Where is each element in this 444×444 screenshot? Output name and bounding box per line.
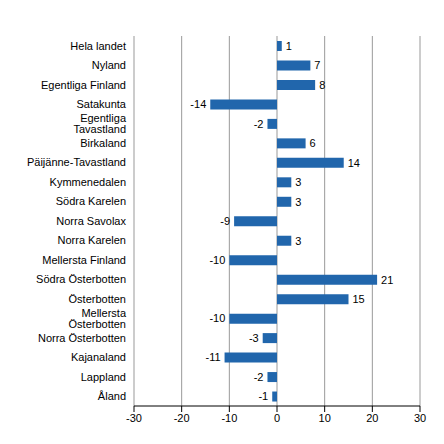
svg-text:1: 1 bbox=[286, 40, 292, 52]
svg-text:Satakunta: Satakunta bbox=[76, 98, 126, 110]
svg-text:Birkaland: Birkaland bbox=[80, 137, 126, 149]
svg-text:14: 14 bbox=[348, 157, 360, 169]
svg-text:3: 3 bbox=[295, 235, 301, 247]
svg-text:-10: -10 bbox=[209, 254, 225, 266]
svg-text:-11: -11 bbox=[205, 351, 220, 363]
svg-text:30: 30 bbox=[414, 412, 426, 424]
svg-text:20: 20 bbox=[366, 412, 378, 424]
svg-text:-2: -2 bbox=[254, 371, 264, 383]
svg-text:-10: -10 bbox=[209, 312, 225, 324]
svg-text:-14: -14 bbox=[190, 98, 206, 110]
svg-text:15: 15 bbox=[353, 293, 365, 305]
svg-text:-30: -30 bbox=[126, 412, 142, 424]
svg-text:Österbotten: Österbotten bbox=[69, 293, 126, 305]
svg-text:-9: -9 bbox=[220, 215, 230, 227]
svg-text:Hela landet: Hela landet bbox=[70, 40, 126, 52]
svg-text:Åland: Åland bbox=[98, 390, 126, 402]
svg-text:6: 6 bbox=[310, 137, 316, 149]
svg-text:MellerstaÖsterbotten: MellerstaÖsterbotten bbox=[69, 307, 127, 330]
svg-text:Södra Karelen: Södra Karelen bbox=[56, 195, 126, 207]
svg-text:7: 7 bbox=[314, 59, 320, 71]
svg-text:-1: -1 bbox=[258, 390, 268, 402]
svg-text:Nyland: Nyland bbox=[92, 59, 126, 71]
svg-text:Lappland: Lappland bbox=[81, 371, 126, 383]
svg-text:10: 10 bbox=[319, 412, 331, 424]
svg-text:3: 3 bbox=[295, 196, 301, 208]
svg-text:Mellersta Finland: Mellersta Finland bbox=[42, 254, 126, 266]
svg-text:-3: -3 bbox=[249, 332, 259, 344]
svg-text:8: 8 bbox=[319, 79, 325, 91]
svg-text:Egentliga Finland: Egentliga Finland bbox=[41, 79, 126, 91]
svg-text:Södra Österbotten: Södra Österbotten bbox=[36, 273, 126, 285]
svg-text:Norra Österbotten: Norra Österbotten bbox=[38, 332, 126, 344]
svg-text:-2: -2 bbox=[254, 118, 264, 130]
svg-text:21: 21 bbox=[381, 274, 393, 286]
svg-text:-20: -20 bbox=[174, 412, 190, 424]
svg-text:Kymmenedalen: Kymmenedalen bbox=[50, 176, 126, 188]
svg-text:-10: -10 bbox=[221, 412, 237, 424]
svg-text:Kajanaland: Kajanaland bbox=[71, 351, 126, 363]
svg-text:0: 0 bbox=[274, 412, 280, 424]
svg-text:3: 3 bbox=[295, 176, 301, 188]
svg-text:Päijänne-Tavastland: Päijänne-Tavastland bbox=[27, 156, 126, 168]
svg-text:Norra Karelen: Norra Karelen bbox=[58, 234, 126, 246]
svg-text:Norra Savolax: Norra Savolax bbox=[56, 215, 126, 227]
svg-text:EgentligaTavastland: EgentligaTavastland bbox=[73, 112, 126, 135]
